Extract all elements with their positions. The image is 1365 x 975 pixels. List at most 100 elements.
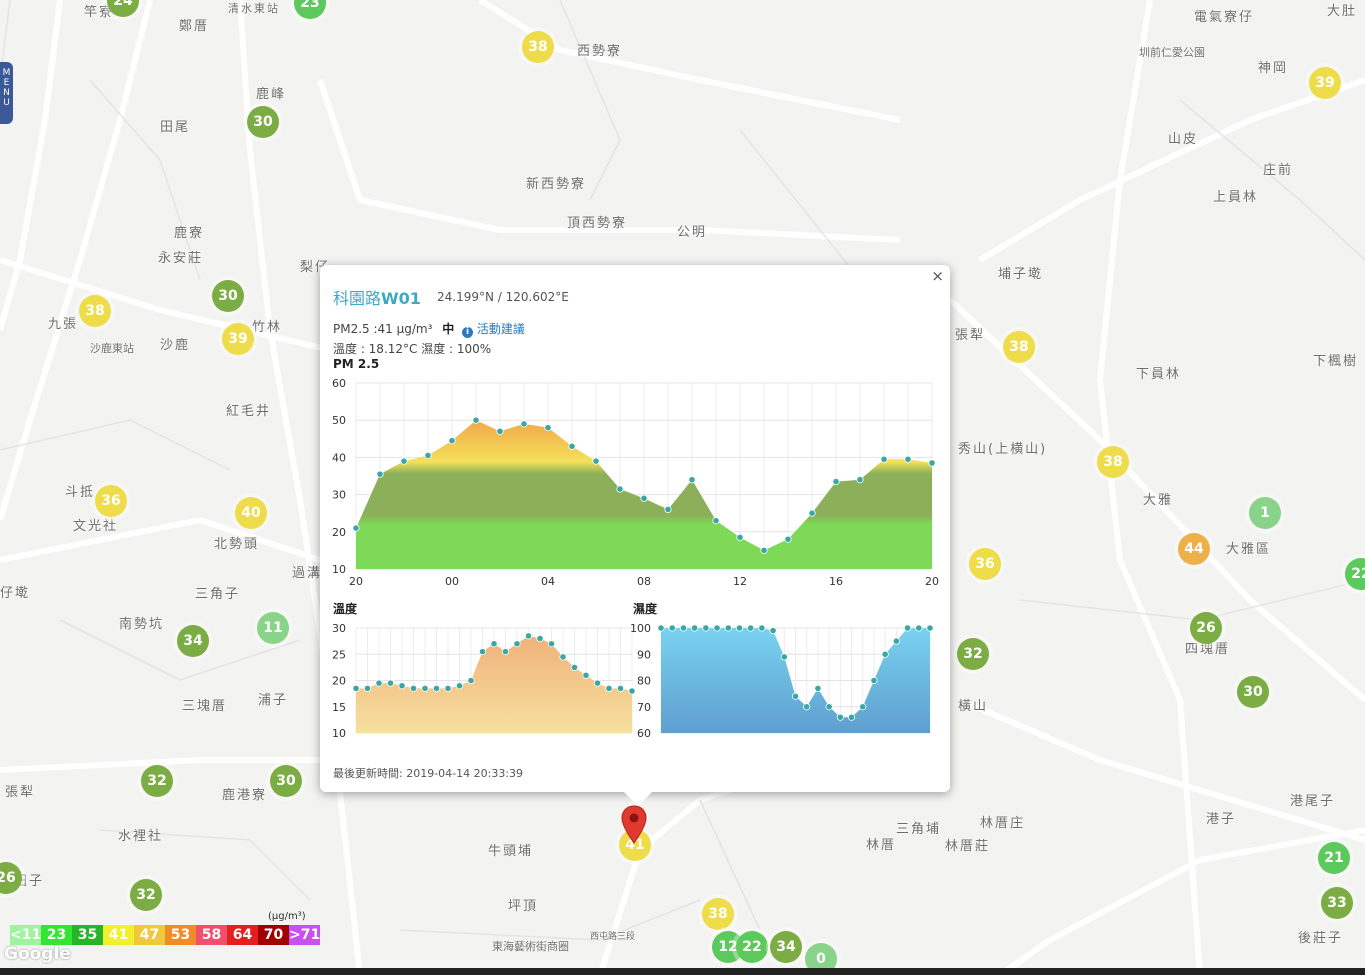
aqi-marker[interactable]: 21 — [1318, 842, 1350, 874]
map-place: 竹林 — [252, 320, 283, 335]
map-place: 四塊厝 — [1185, 642, 1231, 657]
humidity-chart-title: 濕度 — [633, 602, 658, 616]
legend-item: 41 — [103, 925, 134, 945]
data-point — [881, 650, 889, 658]
y-tick-label: 60 — [332, 377, 346, 390]
aqi-marker[interactable]: 22 — [1345, 558, 1365, 590]
aqi-marker[interactable]: 30 — [270, 765, 302, 797]
map-place: 公明 — [677, 225, 708, 240]
data-point — [668, 624, 676, 632]
y-tick-label: 50 — [332, 414, 346, 427]
y-tick-label: 40 — [332, 451, 346, 464]
map-place: 林厝庄 — [980, 816, 1026, 831]
data-point — [702, 624, 710, 632]
legend-item: >71 — [289, 925, 321, 945]
data-point — [814, 684, 822, 692]
aqi-marker[interactable]: 22 — [736, 931, 768, 963]
data-point — [424, 451, 432, 460]
aqi-marker[interactable]: 36 — [95, 485, 127, 517]
info-icon[interactable]: i — [462, 327, 474, 338]
map-place: 港子 — [1206, 812, 1237, 827]
y-tick-label: 70 — [637, 701, 651, 714]
data-point — [432, 684, 441, 692]
map-place: 水裡社 — [118, 829, 164, 844]
legend-item: 64 — [227, 925, 258, 945]
map-place: 山皮 — [1168, 132, 1199, 147]
map-place: 紅毛井 — [226, 404, 272, 419]
pm-level: 中 — [442, 322, 455, 336]
aqi-marker[interactable]: 23 — [294, 0, 326, 19]
activity-advice-link[interactable]: 活動建議 — [476, 322, 525, 336]
y-tick-label: 30 — [332, 622, 346, 635]
map-place: 西屯路三段 — [590, 932, 636, 942]
weather-line: 溫度 : 18.12°C 濕度 : 100% — [333, 342, 492, 356]
map-place: 浦子 — [258, 693, 289, 708]
map-place: 鹿寮 — [174, 226, 205, 241]
aqi-marker[interactable]: 33 — [1321, 887, 1353, 919]
x-tick-label: 12 — [733, 575, 747, 588]
aqi-marker[interactable]: 24 — [107, 0, 139, 17]
aqi-marker[interactable]: 34 — [770, 931, 802, 963]
legend-item: 70 — [258, 925, 289, 945]
series-area — [356, 635, 632, 733]
station-popup: × 科園路W01 24.199°N / 120.602°E PM2.5 :41 … — [320, 265, 950, 806]
station-code: W01 — [381, 289, 421, 308]
map-place: 沙鹿東站 — [90, 342, 134, 355]
data-point — [769, 627, 777, 635]
map-place: 橫山 — [958, 699, 989, 714]
aqi-marker[interactable]: 38 — [702, 898, 734, 930]
aqi-marker[interactable]: 32 — [130, 879, 162, 911]
data-point — [568, 442, 576, 450]
data-point — [784, 535, 792, 543]
aqi-marker[interactable]: 26 — [1190, 612, 1222, 644]
data-point — [455, 682, 464, 690]
data-point — [880, 455, 888, 463]
map-place: 竿寮 — [84, 5, 115, 20]
data-point — [903, 624, 912, 632]
aqi-marker[interactable]: 32 — [957, 638, 989, 670]
map-place: 田尾 — [160, 120, 191, 135]
aqi-marker[interactable]: 38 — [1097, 446, 1129, 478]
pm-legend: <11 23 35 41 47 53 58 64 70 >71 — [10, 925, 320, 945]
map-place: 大雅區 — [1226, 542, 1272, 557]
menu-button[interactable]: MENU — [0, 62, 13, 124]
data-point — [570, 663, 579, 671]
data-point — [664, 505, 672, 514]
data-point — [712, 517, 720, 525]
aqi-marker[interactable]: 39 — [222, 323, 254, 355]
aqi-marker[interactable]: 32 — [141, 765, 173, 797]
y-tick-label: 30 — [332, 489, 346, 502]
map-place: 下員林 — [1136, 367, 1182, 382]
y-tick-label: 20 — [332, 526, 346, 539]
data-point — [747, 624, 755, 632]
series-area — [356, 420, 932, 569]
aqi-marker[interactable]: 44 — [1178, 533, 1210, 565]
aqi-marker[interactable]: 38 — [1003, 331, 1035, 363]
data-point — [791, 692, 800, 700]
aqi-marker[interactable]: 1 — [1249, 497, 1281, 529]
data-point — [803, 703, 811, 711]
data-point — [736, 533, 744, 541]
aqi-marker[interactable]: 38 — [522, 31, 554, 63]
aqi-marker[interactable]: 30 — [247, 106, 279, 138]
legend-item: 53 — [165, 925, 196, 945]
aqi-marker[interactable]: 30 — [1237, 676, 1269, 708]
x-tick-label: 20 — [349, 575, 363, 588]
location-pin-icon[interactable] — [621, 805, 647, 845]
aqi-marker[interactable]: 34 — [177, 625, 209, 657]
data-point — [520, 420, 528, 428]
aqi-marker[interactable]: 36 — [969, 548, 1001, 580]
legend-item: 23 — [41, 925, 72, 945]
aqi-marker[interactable]: 11 — [257, 612, 289, 644]
map-place: 電氣寮仔 — [1194, 10, 1255, 25]
map-place: 北勢頭 — [214, 537, 260, 552]
aqi-marker[interactable]: 26 — [0, 862, 22, 894]
aqi-marker[interactable]: 38 — [79, 295, 111, 327]
close-icon[interactable]: × — [931, 267, 944, 285]
aqi-marker[interactable]: 40 — [235, 497, 267, 529]
aqi-marker[interactable]: 39 — [1309, 67, 1341, 99]
data-point — [688, 476, 696, 484]
aqi-marker[interactable]: 30 — [212, 280, 244, 312]
map-place: 神岡 — [1258, 61, 1289, 76]
